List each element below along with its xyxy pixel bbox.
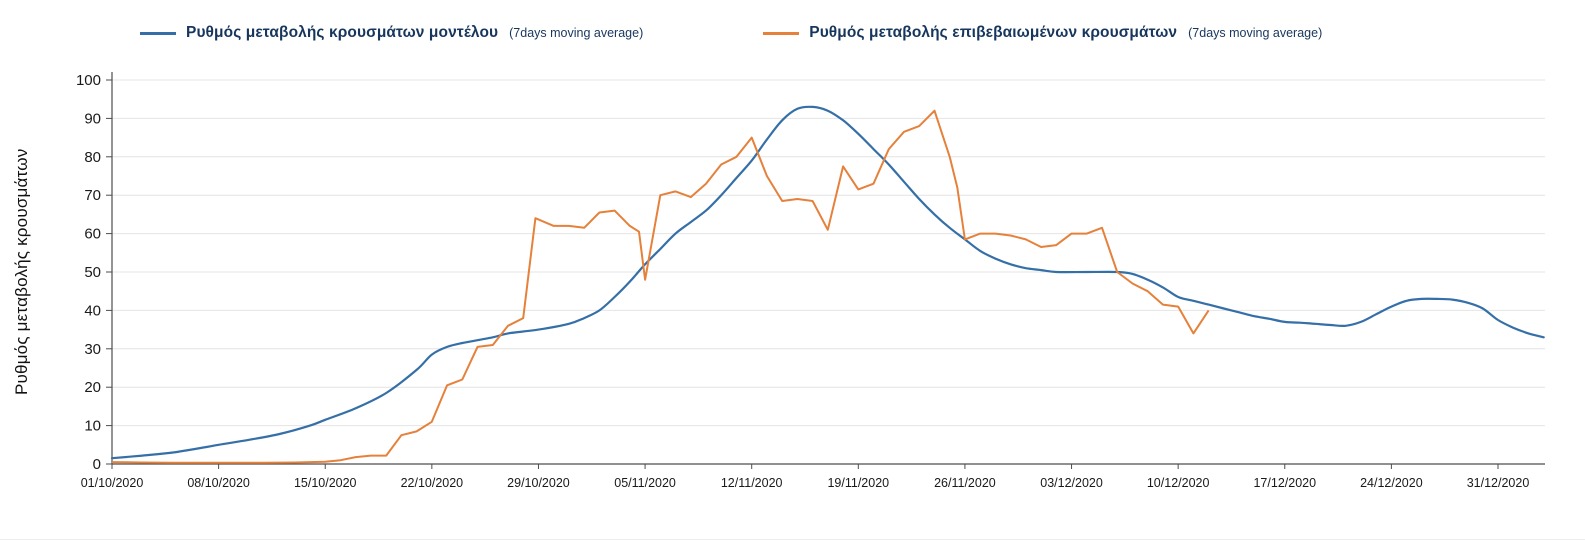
x-tick-label: 12/11/2020: [721, 476, 783, 490]
y-tick-label: 50: [84, 264, 101, 281]
y-axis-title: Ρυθμός μεταβολής κρουσμάτων: [12, 148, 31, 396]
x-tick-label: 01/10/2020: [81, 476, 144, 490]
legend-item-model: Ρυθμός μεταβολής κρουσμάτων μοντέλου (7d…: [140, 24, 643, 42]
y-tick-label: 80: [84, 149, 101, 166]
y-tick-label: 100: [76, 72, 101, 89]
series-line-1: [111, 109, 1210, 464]
x-tick-label: 26/11/2020: [934, 476, 996, 490]
x-tick-label: 03/12/2020: [1040, 476, 1103, 490]
legend-line-confirmed-icon: [763, 31, 800, 35]
bottom-divider: [0, 539, 1585, 540]
legend-suffix-confirmed: (7days moving average): [1188, 26, 1323, 40]
x-tick-label: 17/12/2020: [1253, 476, 1316, 490]
x-tick-label: 31/12/2020: [1467, 476, 1530, 490]
y-tick-label: 90: [84, 110, 101, 127]
y-tick-label: 0: [93, 456, 101, 473]
legend-label-confirmed: Ρυθμός μεταβολής επιβεβαιωμένων κρουσμάτ…: [809, 24, 1178, 41]
x-tick-label: 15/10/2020: [294, 476, 357, 490]
x-tick-label: 19/11/2020: [827, 476, 889, 490]
chart-area: Ρυθμός μεταβολής κρουσμάτων 0 10 20 30 40 50 6…: [0, 58, 1585, 552]
legend-label-model: Ρυθμός μεταβολής κρουσμάτων μοντέλου: [186, 24, 499, 41]
legend-suffix-model: (7days moving average): [509, 26, 644, 40]
x-tick-label: 05/11/2020: [614, 476, 676, 490]
x-tick-label: 29/10/2020: [507, 476, 570, 490]
y-tick-label: 40: [84, 302, 101, 319]
x-tick-label: 22/10/2020: [401, 476, 464, 490]
x-tick-label: 24/12/2020: [1360, 476, 1423, 490]
legend-item-confirmed: Ρυθμός μεταβολής επιβεβαιωμένων κρουσμάτ…: [763, 24, 1322, 42]
chart-legend: Ρυθμός μεταβολής κρουσμάτων μοντέλου (7d…: [0, 0, 1585, 58]
legend-line-model-icon: [140, 31, 176, 35]
y-tick-label: 30: [84, 341, 101, 358]
line-chart: 0 10 20 30 40 50 60 70 80 90 100 01/10/2020 08/10/20…: [76, 72, 1545, 490]
y-tick-label: 60: [84, 226, 101, 243]
series-line-0: [110, 105, 1545, 460]
x-tick-label: 10/12/2020: [1147, 476, 1210, 490]
y-tick-label: 10: [84, 418, 101, 435]
x-tick-label: 08/10/2020: [187, 476, 250, 490]
y-tick-label: 70: [84, 187, 101, 204]
y-tick-label: 20: [84, 379, 101, 396]
